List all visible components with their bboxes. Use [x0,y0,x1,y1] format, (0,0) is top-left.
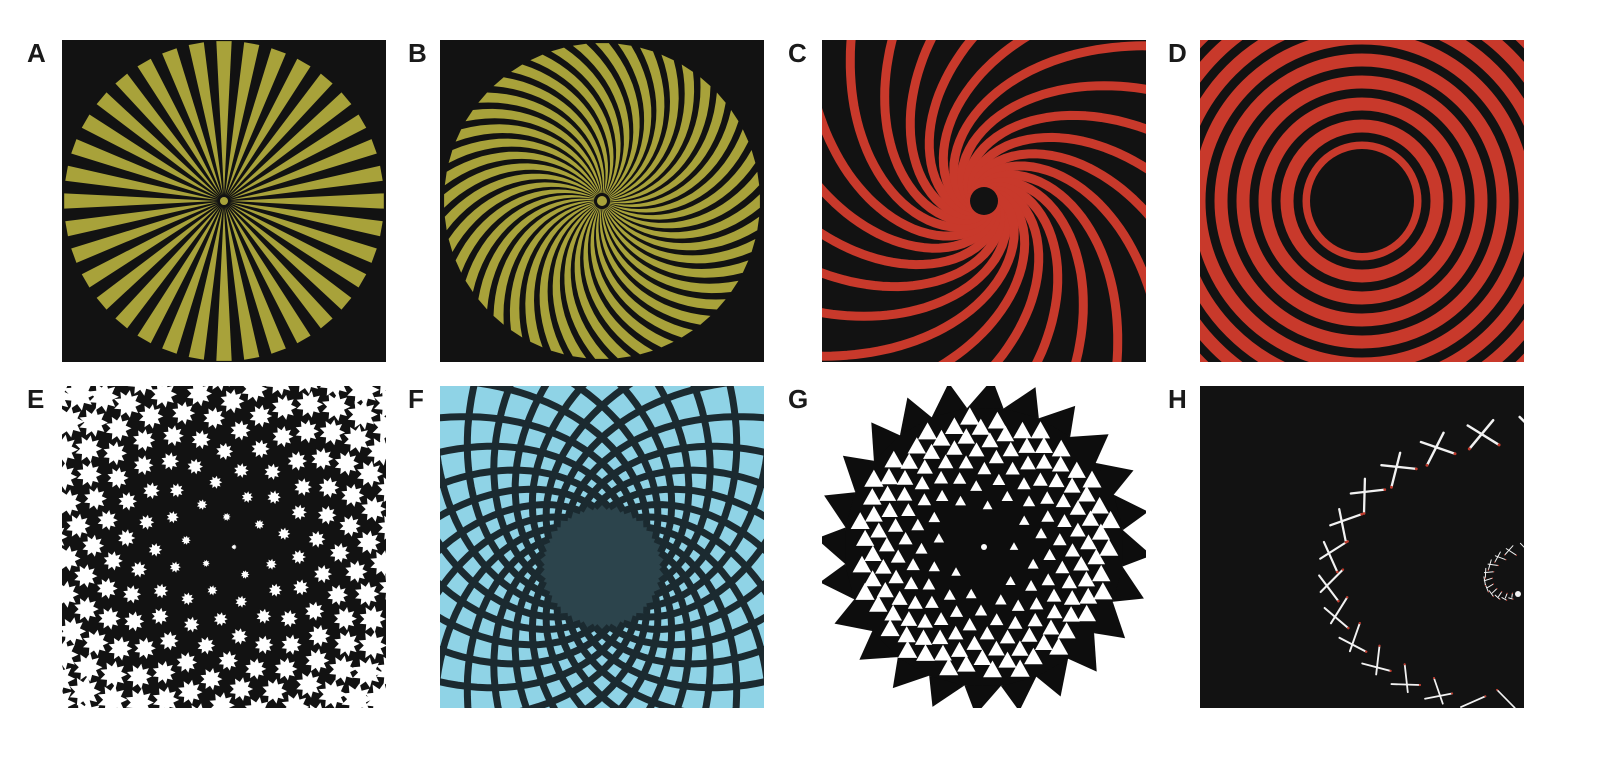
panel-e-image [62,386,386,708]
panel-f-image [440,386,764,708]
panel-a-image [62,40,386,362]
panel-b-image [440,40,764,362]
panel-g-image [822,386,1146,708]
panel-label-d: D [1168,40,1187,66]
panel-label-c: C [788,40,807,66]
panel-h-image [1200,386,1524,708]
panel-d-image [1200,40,1524,362]
panel-c-image [822,40,1146,362]
panel-label-f: F [408,386,424,412]
panel-label-g: G [788,386,808,412]
panel-label-h: H [1168,386,1187,412]
panel-label-e: E [27,386,44,412]
panel-label-b: B [408,40,427,66]
panel-label-a: A [27,40,46,66]
concentric-rings-pattern [1200,40,1524,362]
